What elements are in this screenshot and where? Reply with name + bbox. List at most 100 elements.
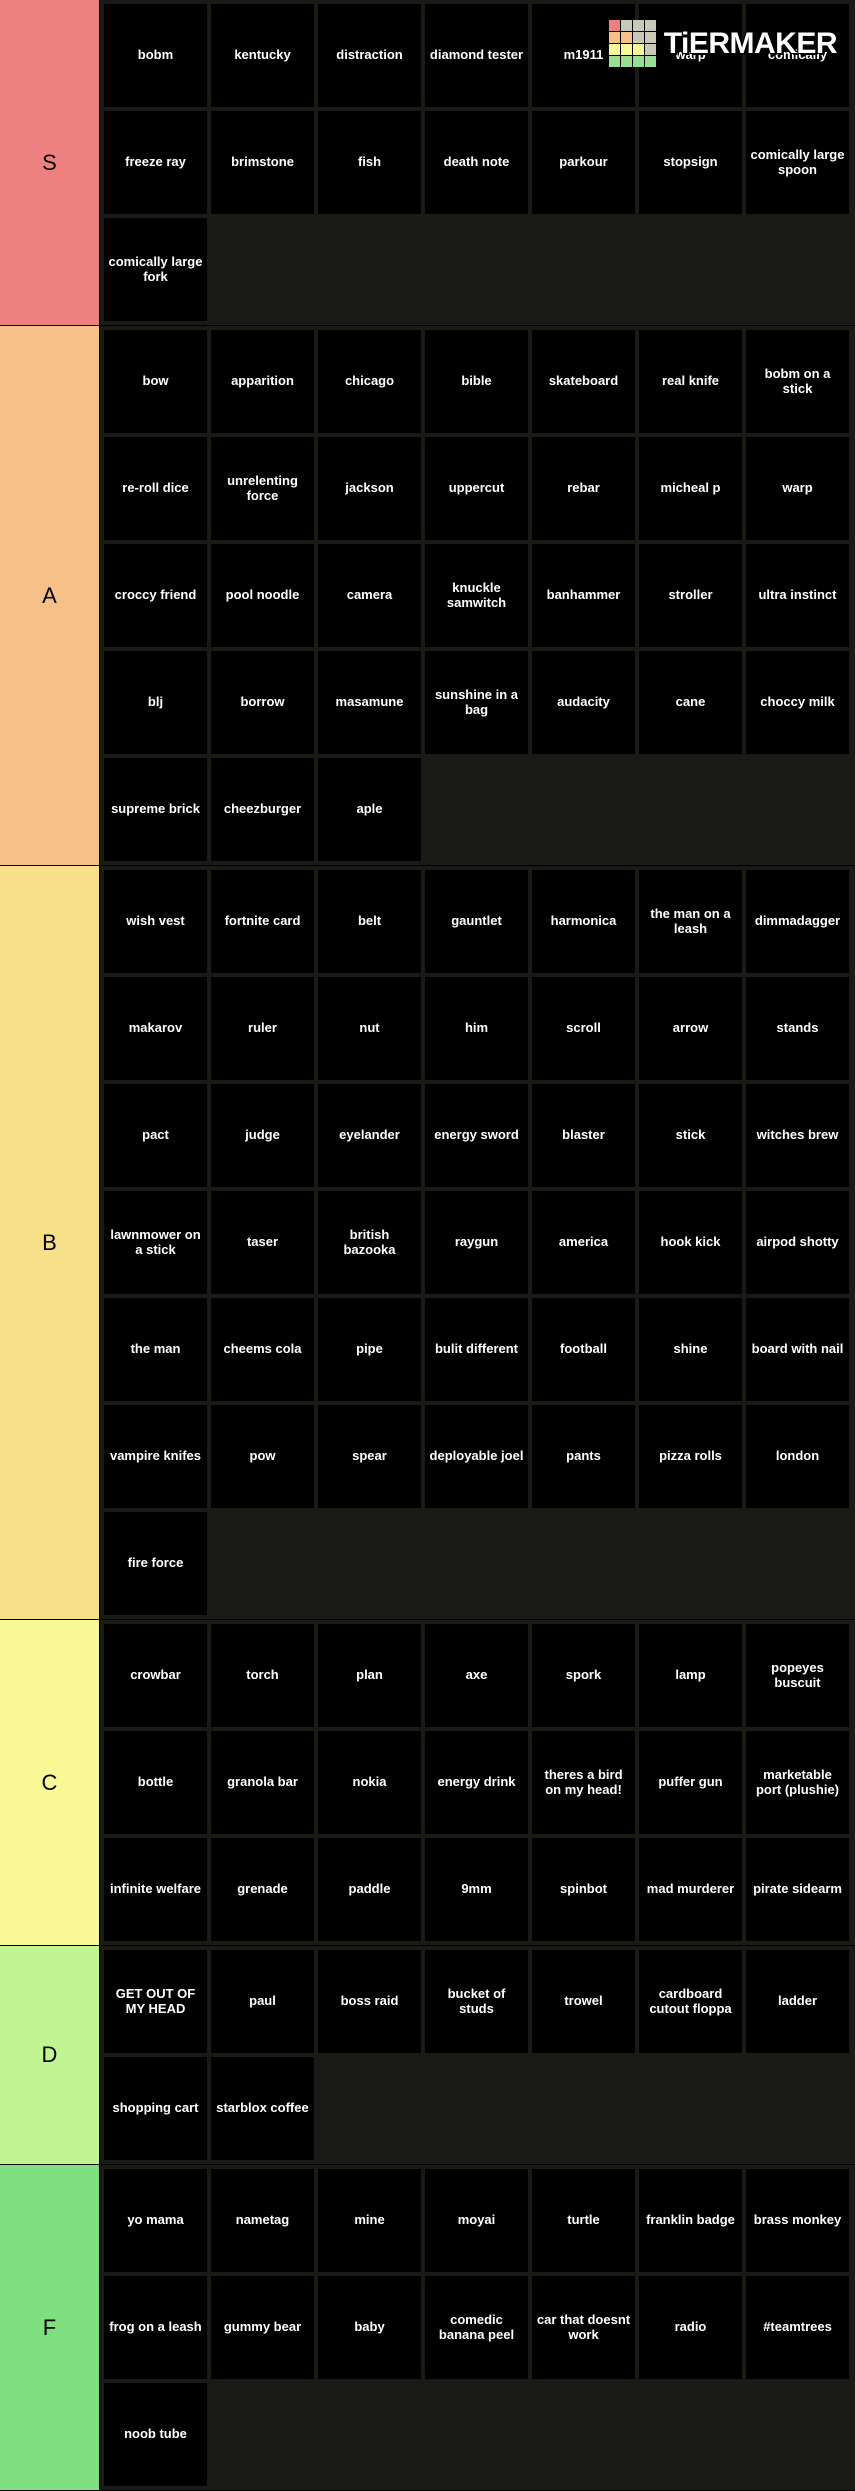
tier-item[interactable]: chicago: [318, 330, 421, 433]
tier-item[interactable]: theres a bird on my head!: [532, 1731, 635, 1834]
tier-item[interactable]: ladder: [746, 1950, 849, 2053]
tier-item[interactable]: gauntlet: [425, 870, 528, 973]
tier-item[interactable]: eyelander: [318, 1084, 421, 1187]
tier-item[interactable]: re-roll dice: [104, 437, 207, 540]
tier-item[interactable]: camera: [318, 544, 421, 647]
tier-item[interactable]: lamp: [639, 1624, 742, 1727]
tier-item[interactable]: mad murderer: [639, 1838, 742, 1941]
tier-item[interactable]: london: [746, 1405, 849, 1508]
tier-item[interactable]: raygun: [425, 1191, 528, 1294]
tier-item[interactable]: vampire knifes: [104, 1405, 207, 1508]
tier-item[interactable]: puffer gun: [639, 1731, 742, 1834]
tier-item[interactable]: makarov: [104, 977, 207, 1080]
tier-item[interactable]: distraction: [318, 4, 421, 107]
tier-item[interactable]: mine: [318, 2169, 421, 2272]
tier-item[interactable]: harmonica: [532, 870, 635, 973]
tier-item[interactable]: cane: [639, 651, 742, 754]
tier-item[interactable]: cheezburger: [211, 758, 314, 861]
tier-item[interactable]: brimstone: [211, 111, 314, 214]
tier-item[interactable]: apparition: [211, 330, 314, 433]
tier-item[interactable]: pirate sidearm: [746, 1838, 849, 1941]
tier-item[interactable]: aple: [318, 758, 421, 861]
tier-item[interactable]: nametag: [211, 2169, 314, 2272]
tier-item[interactable]: football: [532, 1298, 635, 1401]
tier-item[interactable]: fish: [318, 111, 421, 214]
tier-item[interactable]: #teamtrees: [746, 2276, 849, 2379]
tier-label[interactable]: S: [0, 0, 100, 325]
tier-item[interactable]: shine: [639, 1298, 742, 1401]
tier-item[interactable]: popeyes buscuit: [746, 1624, 849, 1727]
tier-item[interactable]: nokia: [318, 1731, 421, 1834]
tier-item[interactable]: torch: [211, 1624, 314, 1727]
tier-item[interactable]: GET OUT OF MY HEAD: [104, 1950, 207, 2053]
tier-item[interactable]: pipe: [318, 1298, 421, 1401]
tier-item[interactable]: lawnmower on a stick: [104, 1191, 207, 1294]
tier-item[interactable]: parkour: [532, 111, 635, 214]
tier-item[interactable]: baby: [318, 2276, 421, 2379]
tier-label[interactable]: C: [0, 1620, 100, 1945]
tier-item[interactable]: plan: [318, 1624, 421, 1727]
tier-label[interactable]: B: [0, 866, 100, 1619]
tier-item[interactable]: stick: [639, 1084, 742, 1187]
tier-item[interactable]: spork: [532, 1624, 635, 1727]
tier-item[interactable]: spinbot: [532, 1838, 635, 1941]
tier-item[interactable]: jackson: [318, 437, 421, 540]
tier-item[interactable]: turtle: [532, 2169, 635, 2272]
tier-item[interactable]: brass monkey: [746, 2169, 849, 2272]
tier-item[interactable]: him: [425, 977, 528, 1080]
tier-item[interactable]: bulit different: [425, 1298, 528, 1401]
tier-item[interactable]: judge: [211, 1084, 314, 1187]
tier-item[interactable]: diamond tester: [425, 4, 528, 107]
tier-item[interactable]: banhammer: [532, 544, 635, 647]
tier-item[interactable]: kentucky: [211, 4, 314, 107]
tier-item[interactable]: granola bar: [211, 1731, 314, 1834]
tier-item[interactable]: the man on a leash: [639, 870, 742, 973]
tier-item[interactable]: stopsign: [639, 111, 742, 214]
tier-item[interactable]: bottle: [104, 1731, 207, 1834]
tier-item[interactable]: cheems cola: [211, 1298, 314, 1401]
tier-item[interactable]: nut: [318, 977, 421, 1080]
tier-item[interactable]: grenade: [211, 1838, 314, 1941]
tier-label[interactable]: D: [0, 1946, 100, 2164]
tier-item[interactable]: stands: [746, 977, 849, 1080]
tier-item[interactable]: airpod shotty: [746, 1191, 849, 1294]
tier-item[interactable]: ruler: [211, 977, 314, 1080]
tier-label[interactable]: F: [0, 2165, 100, 2490]
tier-item[interactable]: crowbar: [104, 1624, 207, 1727]
tier-item[interactable]: comedic banana peel: [425, 2276, 528, 2379]
tier-item[interactable]: unrelenting force: [211, 437, 314, 540]
tier-item[interactable]: pact: [104, 1084, 207, 1187]
tier-item[interactable]: franklin badge: [639, 2169, 742, 2272]
tier-item[interactable]: radio: [639, 2276, 742, 2379]
tier-items-area[interactable]: yo mamanametagminemoyaiturtlefranklin ba…: [100, 2165, 855, 2490]
tier-item[interactable]: the man: [104, 1298, 207, 1401]
tier-item[interactable]: noob tube: [104, 2383, 207, 2486]
tier-item[interactable]: spear: [318, 1405, 421, 1508]
tier-item[interactable]: skateboard: [532, 330, 635, 433]
tier-item[interactable]: pool noodle: [211, 544, 314, 647]
tier-item[interactable]: masamune: [318, 651, 421, 754]
tier-item[interactable]: real knife: [639, 330, 742, 433]
tier-items-area[interactable]: wish vestfortnite cardbeltgauntletharmon…: [100, 866, 855, 1619]
tier-item[interactable]: blaster: [532, 1084, 635, 1187]
tier-items-area[interactable]: bobmkentuckydistractiondiamond testerm19…: [100, 0, 855, 325]
tier-item[interactable]: pow: [211, 1405, 314, 1508]
tier-item[interactable]: infinite welfare: [104, 1838, 207, 1941]
tier-item[interactable]: gummy bear: [211, 2276, 314, 2379]
tier-item[interactable]: choccy milk: [746, 651, 849, 754]
tier-item[interactable]: taser: [211, 1191, 314, 1294]
tier-item[interactable]: board with nail: [746, 1298, 849, 1401]
tier-item[interactable]: america: [532, 1191, 635, 1294]
tier-item[interactable]: fire force: [104, 1512, 207, 1615]
tier-item[interactable]: frog on a leash: [104, 2276, 207, 2379]
tier-item[interactable]: comically large fork: [104, 218, 207, 321]
tier-item[interactable]: knuckle samwitch: [425, 544, 528, 647]
tier-item[interactable]: moyai: [425, 2169, 528, 2272]
tier-item[interactable]: ultra instinct: [746, 544, 849, 647]
tier-item[interactable]: deployable joel: [425, 1405, 528, 1508]
tier-item[interactable]: boss raid: [318, 1950, 421, 2053]
tier-item[interactable]: audacity: [532, 651, 635, 754]
tier-item[interactable]: bucket of studs: [425, 1950, 528, 2053]
tier-item[interactable]: rebar: [532, 437, 635, 540]
tier-item[interactable]: car that doesnt work: [532, 2276, 635, 2379]
